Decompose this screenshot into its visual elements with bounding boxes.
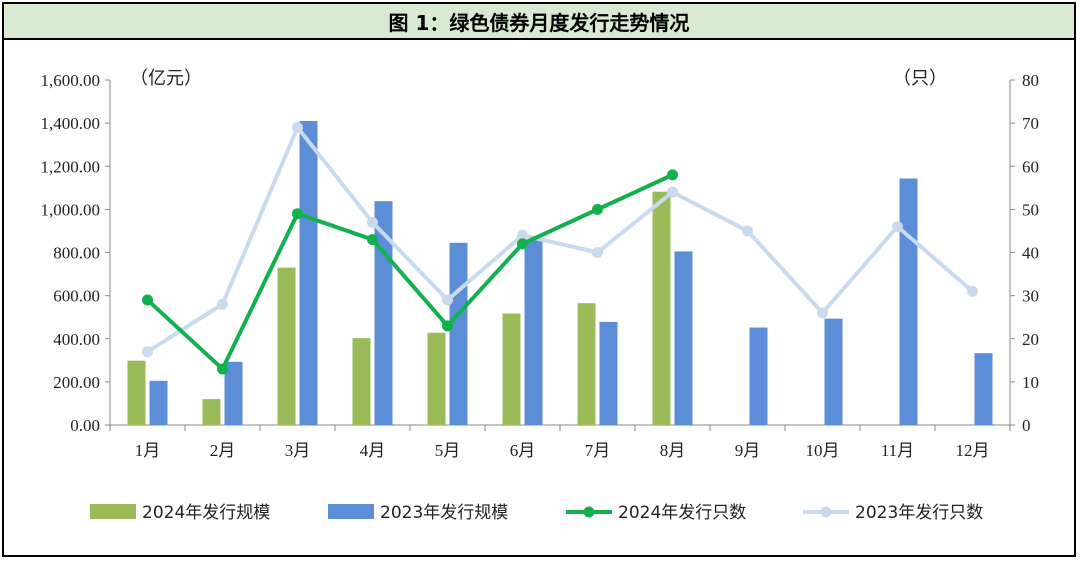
x-axis-tick-label: 6月 xyxy=(510,441,536,460)
right-axis-tick-label: 70 xyxy=(1022,114,1039,133)
left-axis-tick-label: 800.00 xyxy=(53,244,100,263)
point-2023 xyxy=(517,229,528,241)
bar-2023 xyxy=(224,361,243,425)
x-axis-tick-label: 10月 xyxy=(806,441,840,460)
legend-label: 2023年发行只数 xyxy=(855,503,983,523)
legend-swatch-marker xyxy=(583,506,595,518)
right-axis-tick-label: 10 xyxy=(1022,373,1039,392)
legend-swatch-marker xyxy=(820,506,832,518)
x-axis-tick-label: 8月 xyxy=(660,441,686,460)
x-axis-tick-label: 7月 xyxy=(585,441,611,460)
bar-2023 xyxy=(299,120,318,425)
x-axis-tick-label: 5月 xyxy=(435,441,461,460)
bar-2024 xyxy=(352,338,371,425)
right-axis-tick-label: 30 xyxy=(1022,287,1039,306)
point-2023 xyxy=(217,298,228,310)
bar-2023 xyxy=(674,251,693,425)
left-axis-unit: （亿元） xyxy=(130,68,202,89)
legend-label: 2024年发行规模 xyxy=(142,503,270,523)
legend-label: 2024年发行只数 xyxy=(618,503,746,523)
bar-2024 xyxy=(202,399,221,425)
point-2023 xyxy=(817,307,828,319)
x-axis-tick-label: 9月 xyxy=(735,441,761,460)
point-2024 xyxy=(217,363,228,375)
x-axis-tick-label: 12月 xyxy=(956,441,990,460)
right-axis-tick-label: 80 xyxy=(1022,71,1039,90)
line-2024 xyxy=(146,173,674,371)
bar-2023 xyxy=(974,353,993,425)
point-2023 xyxy=(142,346,153,358)
green-bond-chart: 0.00 200.00 400.00 600.00 800.00 1,000.00 1,20… xyxy=(41,68,1040,523)
x-axis-tick-label: 4月 xyxy=(360,441,386,460)
bar-2023 xyxy=(899,178,918,425)
bar-2023 xyxy=(599,321,618,425)
point-2023 xyxy=(292,121,303,133)
x-axis-tick-label: 3月 xyxy=(285,441,311,460)
point-2024 xyxy=(142,294,153,306)
line-2023 xyxy=(146,125,974,354)
point-2024 xyxy=(517,238,528,250)
point-2024 xyxy=(667,169,678,181)
point-2023 xyxy=(592,247,603,258)
bar-2023 xyxy=(149,380,168,425)
right-axis-unit: （只） xyxy=(893,68,947,89)
right-axis-tick-label: 40 xyxy=(1022,244,1039,263)
left-axis-tick-label: 1,400.00 xyxy=(41,114,101,133)
right-axis-tick-label: 20 xyxy=(1022,330,1039,349)
bar-2023 xyxy=(449,242,468,425)
point-2023 xyxy=(967,285,978,297)
bar-2024 xyxy=(577,303,596,425)
point-2024 xyxy=(592,203,603,215)
point-2024 xyxy=(292,208,303,220)
point-2023 xyxy=(367,216,378,228)
point-2023 xyxy=(442,294,453,306)
left-axis-tick-label: 1,200.00 xyxy=(41,157,101,176)
point-2023 xyxy=(742,225,753,237)
point-2023 xyxy=(667,186,678,198)
point-2024 xyxy=(367,234,378,246)
left-axis-tick-label: 1,600.00 xyxy=(41,71,101,90)
right-axis-tick-label: 50 xyxy=(1022,200,1039,219)
bar-2023 xyxy=(749,327,768,425)
x-axis-tick-label: 1月 xyxy=(135,441,161,460)
bar-2024 xyxy=(427,332,446,425)
chart-title: 图 1：绿色债券月度发行走势情况 xyxy=(4,4,1074,40)
x-axis-tick-label: 2月 xyxy=(210,441,236,460)
bar-2024 xyxy=(652,191,671,425)
legend-swatch-bar xyxy=(90,504,136,519)
left-axis-tick-label: 400.00 xyxy=(53,330,100,349)
right-axis-tick-label: 60 xyxy=(1022,157,1039,176)
left-axis-tick-label: 600.00 xyxy=(53,287,100,306)
bar-2024 xyxy=(277,267,296,425)
point-2023 xyxy=(892,221,903,233)
x-axis-tick-label: 11月 xyxy=(881,441,914,460)
bar-2023 xyxy=(824,318,843,425)
bar-2024 xyxy=(502,313,521,425)
legend-swatch-bar xyxy=(328,504,374,519)
left-axis-tick-label: 0.00 xyxy=(70,416,100,435)
left-axis-tick-label: 1,000.00 xyxy=(41,200,101,219)
bar-2024 xyxy=(127,360,146,425)
bar-2023 xyxy=(524,239,543,425)
left-axis-tick-label: 200.00 xyxy=(53,373,100,392)
right-axis-tick-label: 0 xyxy=(1022,416,1031,435)
point-2024 xyxy=(442,320,453,332)
legend-label: 2023年发行规模 xyxy=(380,503,508,523)
